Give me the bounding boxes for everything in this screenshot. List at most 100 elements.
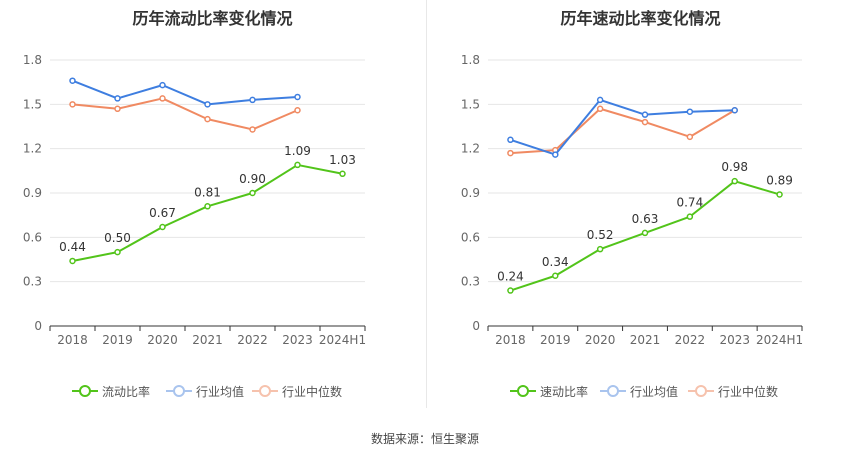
data-label: 1.09: [284, 144, 311, 158]
data-point: [249, 189, 256, 197]
data-label: 1.03: [329, 153, 356, 167]
y-tick-label: 1.8: [23, 53, 42, 67]
x-tick-label: 2020: [147, 333, 178, 347]
legend-label: 行业中位数: [718, 384, 779, 399]
data-label: 0.90: [239, 172, 266, 186]
data-point: [776, 191, 783, 198]
data-source-note: 数据来源：恒生聚源: [370, 432, 479, 446]
x-tick-label: 2024H1: [756, 333, 803, 347]
legend-label: 行业均值: [196, 384, 245, 399]
legend-marker-icon: [688, 384, 714, 398]
legend-label: 行业均值: [630, 384, 679, 399]
legend-marker-icon: [510, 384, 536, 398]
x-tick-label: 2021: [630, 333, 661, 347]
legend-label: 流动比率: [102, 384, 151, 399]
y-tick-label: 0.3: [23, 275, 42, 289]
data-label: 0.74: [676, 196, 703, 210]
data-label: 0.98: [721, 160, 748, 174]
data-point: [159, 223, 166, 231]
data-point: [294, 161, 301, 169]
series-line: [72, 163, 343, 262]
legend-item-industry-average[interactable]: 行业均值: [166, 381, 244, 401]
data-point: [641, 229, 649, 237]
quick-ratio-chart: 0 0.3 0.6 0.9 1.2 1.5 1.8 2018 2019 2020 2021 2022 2…: [461, 53, 803, 347]
data-point: [204, 115, 211, 123]
data-point: [552, 272, 559, 280]
y-tick-label: 0: [472, 319, 480, 333]
legend-item-industry-average[interactable]: 行业均值: [600, 381, 678, 401]
legend-label: 行业中位数: [282, 384, 343, 399]
data-label: 0.50: [104, 231, 131, 245]
data-point: [686, 213, 694, 220]
data-point: [507, 136, 514, 144]
y-tick-label: 0.3: [461, 275, 480, 289]
data-point: [114, 105, 121, 113]
chart-title: 历年速动比率变化情况: [560, 9, 721, 28]
x-tick-label: 2022: [675, 333, 706, 347]
data-point: [204, 203, 211, 210]
legend-item-main-series[interactable]: 速动比率: [510, 381, 588, 401]
chart-title: 历年流动比率变化情况: [132, 9, 293, 28]
x-tick-label: 2024H1: [319, 333, 366, 347]
x-tick-label: 2019: [540, 333, 571, 347]
data-point: [159, 95, 166, 102]
y-tick-label: 0.9: [461, 186, 480, 200]
legend-marker-icon: [166, 384, 192, 398]
data-label: 0.44: [59, 240, 86, 254]
data-point: [686, 133, 694, 141]
data-point: [114, 95, 121, 102]
series-line: [72, 79, 298, 106]
y-tick-label: 0.6: [461, 230, 480, 244]
data-point: [731, 177, 738, 185]
series-line: [510, 107, 736, 155]
series-line: [72, 97, 298, 131]
data-point: [339, 170, 346, 178]
data-point: [641, 111, 649, 118]
data-point: [731, 106, 738, 114]
x-tick-label: 2021: [192, 333, 223, 347]
data-point: [204, 101, 211, 108]
data-point: [114, 248, 121, 256]
data-point: [159, 81, 166, 89]
legend: 流动比率 行业均值 行业中位数: [0, 381, 425, 401]
y-tick-label: 1.5: [23, 97, 42, 111]
x-tick-label: 2023: [282, 333, 313, 347]
panel-divider: [426, 0, 427, 408]
data-label: 0.67: [149, 206, 176, 220]
y-tick-label: 0.6: [23, 230, 42, 244]
legend-item-industry-median[interactable]: 行业中位数: [252, 381, 342, 401]
data-label: 0.24: [497, 270, 524, 284]
data-label: 0.34: [542, 255, 569, 269]
x-tick-label: 2020: [585, 333, 616, 347]
legend: 速动比率 行业均值 行业中位数: [428, 381, 850, 401]
x-tick-label: 2022: [237, 333, 268, 347]
legend-item-industry-median[interactable]: 行业中位数: [688, 381, 778, 401]
x-tick-label: 2018: [57, 333, 88, 347]
data-point: [294, 93, 301, 101]
data-label: 0.52: [587, 228, 614, 242]
series-line: [510, 98, 735, 156]
legend-item-main-series[interactable]: 流动比率: [72, 381, 150, 401]
y-tick-label: 1.2: [23, 142, 42, 156]
data-point: [596, 105, 604, 113]
data-point: [69, 101, 76, 108]
x-tick-label: 2018: [495, 333, 526, 347]
legend-marker-icon: [252, 384, 278, 398]
data-point: [69, 257, 76, 265]
data-point: [69, 77, 76, 84]
y-tick-label: 1.8: [461, 53, 480, 67]
data-label: 0.81: [194, 185, 221, 199]
data-label: 0.63: [632, 212, 659, 226]
y-tick-label: 0: [34, 319, 42, 333]
data-point: [596, 96, 604, 104]
y-tick-label: 0.9: [23, 186, 42, 200]
data-label: 0.89: [766, 173, 793, 187]
data-point: [507, 287, 514, 294]
data-point: [507, 149, 514, 157]
quick-ratio-panel: 历年速动比率变化情况 0 0.3 0.6 0.9 1.2 1.5 1.8 2018 2019 20…: [428, 0, 850, 420]
y-tick-label: 1.5: [461, 97, 480, 111]
data-point: [641, 118, 649, 126]
data-point: [294, 106, 301, 114]
current-ratio-panel: 历年流动比率变化情况 0 0.3 0.6 0.9 1.2 1.5 1.8 2018 2019 20…: [0, 0, 425, 420]
data-point: [249, 96, 256, 104]
